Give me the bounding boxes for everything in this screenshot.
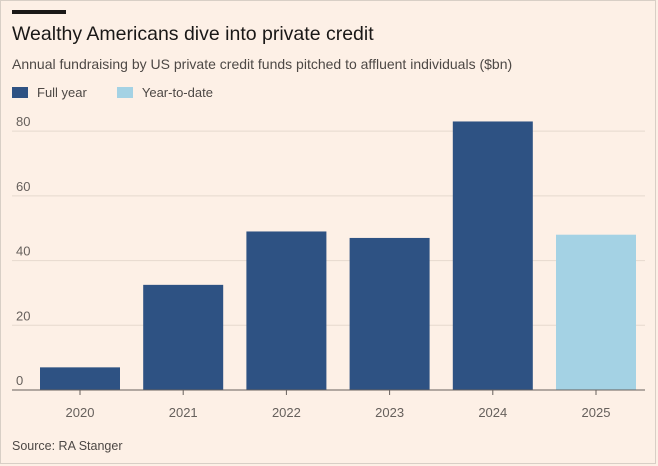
legend-item-full-year: Full year [12,85,87,100]
x-axis-ticks: 2020 2021 2022 2023 2024 2025 [66,390,611,420]
bar-2023 [349,237,430,390]
bar-2025 [556,234,636,390]
legend-swatch-year-to-date [116,87,133,98]
bars [40,121,636,391]
chart-subtitle: Annual fundraising by US private credit … [12,56,513,72]
bar-2024 [452,121,533,391]
y-tick-label: 40 [16,244,30,259]
title-rule [12,10,66,14]
legend: Full year Year-to-date [12,85,243,100]
x-tick-label: 2022 [272,405,301,420]
gridlines [12,130,645,326]
y-tick-label: 0 [16,373,23,388]
legend-swatch-full-year [12,87,28,98]
legend-label-year-to-date: Year-to-date [141,85,213,100]
x-tick-label: 2024 [478,405,507,420]
chart-title: Wealthy Americans dive into private cred… [12,23,374,45]
y-tick-label: 80 [16,114,30,129]
bar-2021 [143,284,224,390]
y-tick-label: 60 [16,179,30,194]
y-tick-label: 20 [16,308,30,323]
x-tick-label: 2021 [169,405,198,420]
x-tick-label: 2023 [375,405,404,420]
legend-label-full-year: Full year [37,85,87,100]
y-axis-ticks: 0 20 40 60 80 [16,114,30,388]
legend-item-year-to-date: Year-to-date [116,85,213,100]
x-tick-label: 2025 [582,405,611,420]
bar-2020 [40,367,120,390]
bar-2022 [246,231,327,390]
source-note: Source: RA Stanger [12,439,123,453]
x-tick-label: 2020 [66,405,95,420]
